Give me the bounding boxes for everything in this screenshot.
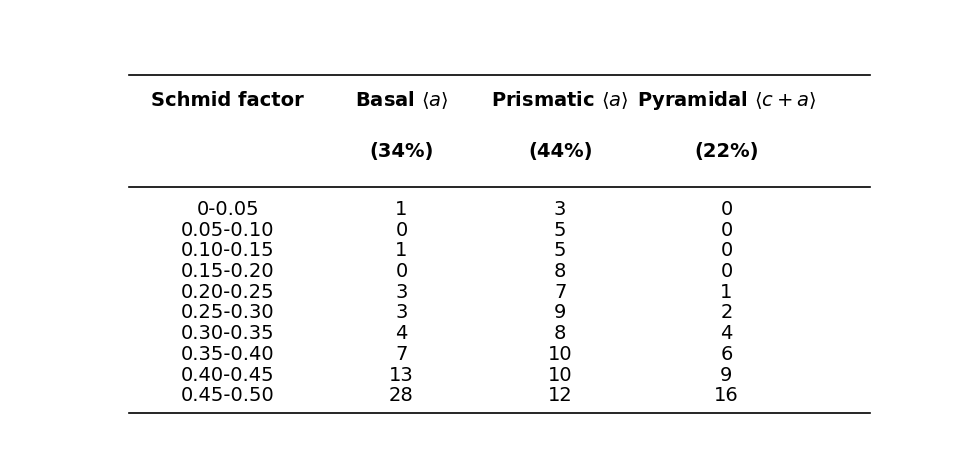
Text: 13: 13 bbox=[389, 365, 413, 385]
Text: 10: 10 bbox=[548, 365, 572, 385]
Text: 0: 0 bbox=[721, 220, 732, 239]
Text: (44%): (44%) bbox=[527, 142, 593, 160]
Text: (22%): (22%) bbox=[694, 142, 759, 160]
Text: 0.25-0.30: 0.25-0.30 bbox=[180, 303, 275, 322]
Text: 7: 7 bbox=[395, 345, 408, 364]
Text: 0-0.05: 0-0.05 bbox=[196, 200, 259, 219]
Text: 3: 3 bbox=[554, 200, 566, 219]
Text: 0: 0 bbox=[721, 262, 732, 281]
Text: 10: 10 bbox=[548, 345, 572, 364]
Text: 12: 12 bbox=[548, 386, 572, 405]
Text: 4: 4 bbox=[721, 324, 732, 343]
Text: 5: 5 bbox=[554, 220, 566, 239]
Text: 0: 0 bbox=[721, 200, 732, 219]
Text: Schmid factor: Schmid factor bbox=[151, 91, 304, 110]
Text: 0.20-0.25: 0.20-0.25 bbox=[180, 283, 275, 302]
Text: 2: 2 bbox=[721, 303, 732, 322]
Text: 3: 3 bbox=[395, 303, 408, 322]
Text: 5: 5 bbox=[554, 241, 566, 260]
Text: 8: 8 bbox=[554, 324, 566, 343]
Text: 0: 0 bbox=[395, 262, 408, 281]
Text: 6: 6 bbox=[721, 345, 732, 364]
Text: Pyramidal $\langle c+a\rangle$: Pyramidal $\langle c+a\rangle$ bbox=[637, 89, 816, 112]
Text: 0.10-0.15: 0.10-0.15 bbox=[180, 241, 275, 260]
Text: (34%): (34%) bbox=[370, 142, 434, 160]
Text: 28: 28 bbox=[389, 386, 413, 405]
Text: 9: 9 bbox=[554, 303, 566, 322]
Text: 0: 0 bbox=[395, 220, 408, 239]
Text: 1: 1 bbox=[395, 200, 408, 219]
Text: 7: 7 bbox=[554, 283, 566, 302]
Text: 0.35-0.40: 0.35-0.40 bbox=[180, 345, 275, 364]
Text: 4: 4 bbox=[395, 324, 408, 343]
Text: 16: 16 bbox=[714, 386, 739, 405]
Text: 8: 8 bbox=[554, 262, 566, 281]
Text: 9: 9 bbox=[721, 365, 732, 385]
Text: 0.45-0.50: 0.45-0.50 bbox=[180, 386, 275, 405]
Text: Basal $\langle a\rangle$: Basal $\langle a\rangle$ bbox=[355, 89, 448, 111]
Text: 3: 3 bbox=[395, 283, 408, 302]
Text: 0.15-0.20: 0.15-0.20 bbox=[180, 262, 275, 281]
Text: 0.40-0.45: 0.40-0.45 bbox=[180, 365, 275, 385]
Text: 0.30-0.35: 0.30-0.35 bbox=[180, 324, 275, 343]
Text: 0.05-0.10: 0.05-0.10 bbox=[181, 220, 274, 239]
Text: 1: 1 bbox=[395, 241, 408, 260]
Text: 1: 1 bbox=[721, 283, 732, 302]
Text: Prismatic $\langle a\rangle$: Prismatic $\langle a\rangle$ bbox=[491, 89, 629, 111]
Text: 0: 0 bbox=[721, 241, 732, 260]
